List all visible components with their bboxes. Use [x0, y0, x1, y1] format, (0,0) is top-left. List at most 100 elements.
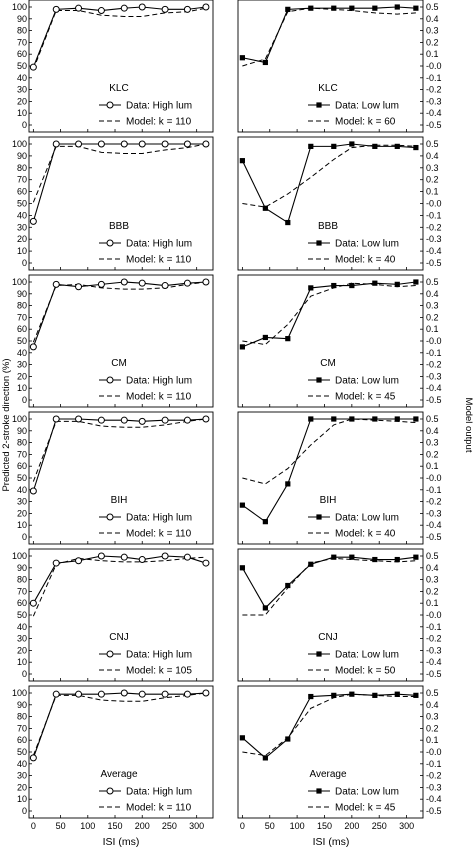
- left-y-tick-label: 30: [17, 497, 27, 507]
- right-y-tick-label: -0.5: [426, 669, 442, 679]
- right-y-tick-label: 0.5: [426, 414, 439, 424]
- data-line: [242, 6, 416, 64]
- plot-frame: [237, 685, 424, 819]
- left-y-tick-label: 60: [17, 324, 27, 334]
- left-y-tick-label: 30: [17, 85, 27, 95]
- data-point: [75, 4, 83, 12]
- subject-label: CM: [320, 358, 336, 369]
- left-y-tick-label: 10: [17, 108, 27, 118]
- left-y-tick-label: 40: [17, 622, 27, 632]
- legend-data-label: Data: Low lum: [335, 650, 399, 661]
- data-point: [262, 205, 268, 211]
- data-point: [239, 344, 245, 350]
- x-tick-label: 100: [80, 821, 95, 831]
- right-y-axis-label: Model output: [463, 398, 474, 453]
- panel-cm-low: -0.5 -0.4 -0.3-0.2 -0.1 -0.0 0.1 0.20.3 0.4 0.5 C…: [237, 274, 442, 408]
- left-y-tick-label: 20: [17, 234, 27, 244]
- plot-frame: [28, 274, 214, 408]
- subject-label: KLC: [109, 83, 128, 94]
- data-point: [52, 690, 60, 698]
- left-y-tick-label: 40: [17, 73, 27, 83]
- right-y-tick-label: -0.3: [426, 508, 442, 518]
- left-y-tick-label: 40: [17, 210, 27, 220]
- x-tick-label: 250: [372, 821, 387, 831]
- right-y-tick-label: 0.5: [426, 2, 439, 12]
- left-y-tick-label: 100: [12, 414, 27, 424]
- left-y-tick-label: 20: [17, 782, 27, 792]
- data-point: [29, 63, 37, 71]
- data-point: [120, 689, 128, 697]
- data-point: [349, 416, 355, 422]
- data-line: [32, 281, 206, 348]
- left-y-tick-label: 80: [17, 301, 27, 311]
- data-point: [202, 415, 210, 423]
- right-y-tick-label: -0.3: [426, 645, 442, 655]
- data-point: [138, 279, 146, 287]
- data-point: [52, 140, 60, 148]
- data-line: [242, 418, 416, 523]
- right-y-tick-label: 0.4: [426, 426, 439, 436]
- right-y-tick-label: -0.2: [426, 771, 442, 781]
- data-point: [413, 144, 419, 151]
- x-tick-label: 300: [399, 821, 414, 831]
- right-y-tick-label: -0.0: [426, 61, 442, 71]
- left-y-tick-label: 60: [17, 461, 27, 471]
- legend-data-marker: [106, 101, 114, 109]
- right-y-tick-label: -0.0: [426, 199, 442, 209]
- data-point: [138, 140, 146, 148]
- subject-label: BBB: [109, 221, 129, 232]
- data-point: [97, 140, 105, 148]
- legend-data-label: Data: High lum: [126, 650, 192, 661]
- data-point: [97, 416, 105, 424]
- plot-frame: [28, 0, 214, 133]
- data-point: [239, 502, 245, 508]
- legend-model-label: Model: k = 50: [335, 666, 396, 677]
- data-point: [372, 416, 378, 422]
- data-point: [52, 415, 60, 423]
- data-point: [75, 690, 83, 698]
- x-axis-label-right: ISI (ms): [313, 836, 350, 848]
- x-tick-label: 200: [135, 821, 150, 831]
- model-line: [242, 693, 416, 757]
- left-y-tick-label: 0: [22, 120, 27, 130]
- left-y-tick-label: 80: [17, 163, 27, 173]
- right-y-tick-label: 0.3: [426, 438, 439, 448]
- legend-data-label: Data: High lum: [126, 513, 192, 524]
- right-y-tick-label: -0.3: [426, 96, 442, 106]
- left-y-tick-label: 10: [17, 246, 27, 256]
- data-line: [32, 692, 206, 759]
- legend-data-label: Data: High lum: [126, 787, 192, 798]
- data-point: [394, 4, 400, 10]
- legend-model-label: Model: k = 45: [335, 803, 396, 814]
- left-y-axis-label: Predicted 2-stroke direction (%): [1, 358, 12, 491]
- right-y-tick-label: -0.2: [426, 222, 442, 232]
- left-y-tick-label: 30: [17, 771, 27, 781]
- data-point: [394, 281, 400, 287]
- left-y-tick-label: 50: [17, 199, 27, 209]
- left-y-tick-label: 90: [17, 700, 27, 710]
- left-y-tick-label: 40: [17, 485, 27, 495]
- left-y-tick-label: 50: [17, 747, 27, 757]
- right-y-tick-label: 0.1: [426, 49, 439, 59]
- right-y-tick-label: 0.2: [426, 312, 439, 322]
- left-y-tick-label: 60: [17, 598, 27, 608]
- data-point: [97, 552, 105, 560]
- data-point: [239, 565, 245, 571]
- data-point: [183, 140, 191, 148]
- data-line: [32, 418, 206, 492]
- legend-data-marker: [316, 102, 322, 108]
- data-point: [331, 692, 337, 698]
- legend-data-marker: [316, 240, 322, 246]
- left-y-tick-label: 50: [17, 61, 27, 71]
- model-line: [242, 7, 416, 67]
- left-y-tick-label: 100: [12, 2, 27, 12]
- panel-average-low: -0.5 -0.4 -0.3-0.2 -0.1 -0.0 0.1 0.20.3 0.4 0.5 0…: [237, 685, 442, 831]
- legend-data-marker: [106, 650, 114, 658]
- left-y-tick-label: 0: [22, 669, 27, 679]
- data-point: [97, 7, 105, 15]
- right-y-tick-label: -0.2: [426, 634, 442, 644]
- right-y-tick-label: -0.1: [426, 348, 442, 358]
- right-y-tick-label: 0.3: [426, 163, 439, 173]
